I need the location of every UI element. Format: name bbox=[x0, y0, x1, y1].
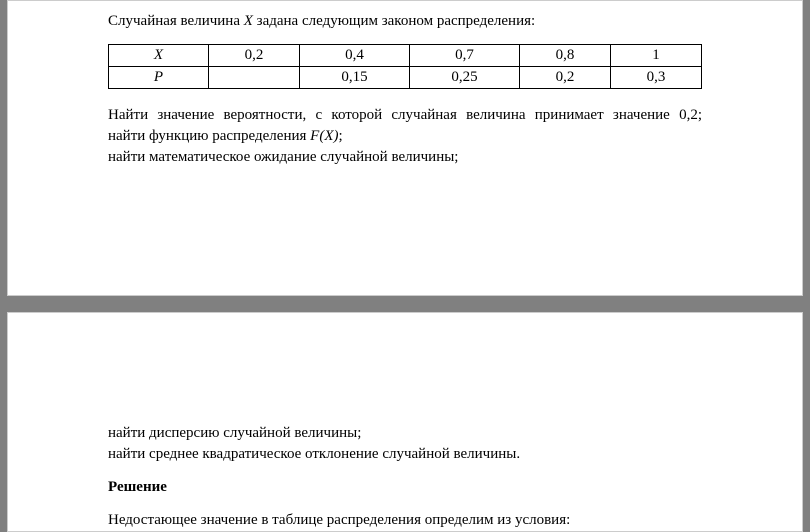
p-val-4: 0,3 bbox=[611, 67, 702, 89]
solution-title: Решение bbox=[108, 479, 702, 496]
p-val-3: 0,2 bbox=[520, 67, 611, 89]
intro-variable: X bbox=[244, 13, 253, 29]
x-val-0: 0,2 bbox=[209, 45, 300, 67]
x-val-1: 0,4 bbox=[299, 45, 409, 67]
distribution-table: X 0,2 0,4 0,7 0,8 1 P 0,15 0,25 0,2 0,3 bbox=[108, 44, 702, 89]
p-val-1: 0,15 bbox=[299, 67, 409, 89]
table-row-x: X 0,2 0,4 0,7 0,8 1 bbox=[109, 45, 702, 67]
intro-after: задана следующим законом распределения: bbox=[253, 13, 535, 29]
document-page-1: Случайная величина X задана следующим за… bbox=[7, 0, 803, 296]
intro-text: Случайная величина X задана следующим за… bbox=[108, 13, 702, 30]
document-page-2: найти дисперсию случайной величины; найт… bbox=[7, 312, 803, 532]
x-val-4: 1 bbox=[611, 45, 702, 67]
x-val-2: 0,7 bbox=[410, 45, 520, 67]
x-label: X bbox=[109, 45, 209, 67]
task2-before: найти функцию распределения bbox=[108, 128, 310, 144]
table-row-p: P 0,15 0,25 0,2 0,3 bbox=[109, 67, 702, 89]
task-2: найти функцию распределения F(X); bbox=[108, 126, 702, 147]
task2-after: ; bbox=[338, 128, 342, 144]
intro-before: Случайная величина bbox=[108, 13, 244, 29]
solution-text: Недостающее значение в таблице распредел… bbox=[108, 510, 702, 531]
task-1: Найти значение вероятности, с которой сл… bbox=[108, 105, 702, 126]
task2-fx: F(X) bbox=[310, 128, 338, 144]
task-3: найти математическое ожидание случайной … bbox=[108, 147, 702, 168]
p-val-2: 0,25 bbox=[410, 67, 520, 89]
task-4: найти дисперсию случайной величины; bbox=[108, 423, 702, 444]
p-val-0 bbox=[209, 67, 300, 89]
p-label: P bbox=[109, 67, 209, 89]
task-5: найти среднее квадратическое отклонение … bbox=[108, 444, 702, 465]
x-val-3: 0,8 bbox=[520, 45, 611, 67]
